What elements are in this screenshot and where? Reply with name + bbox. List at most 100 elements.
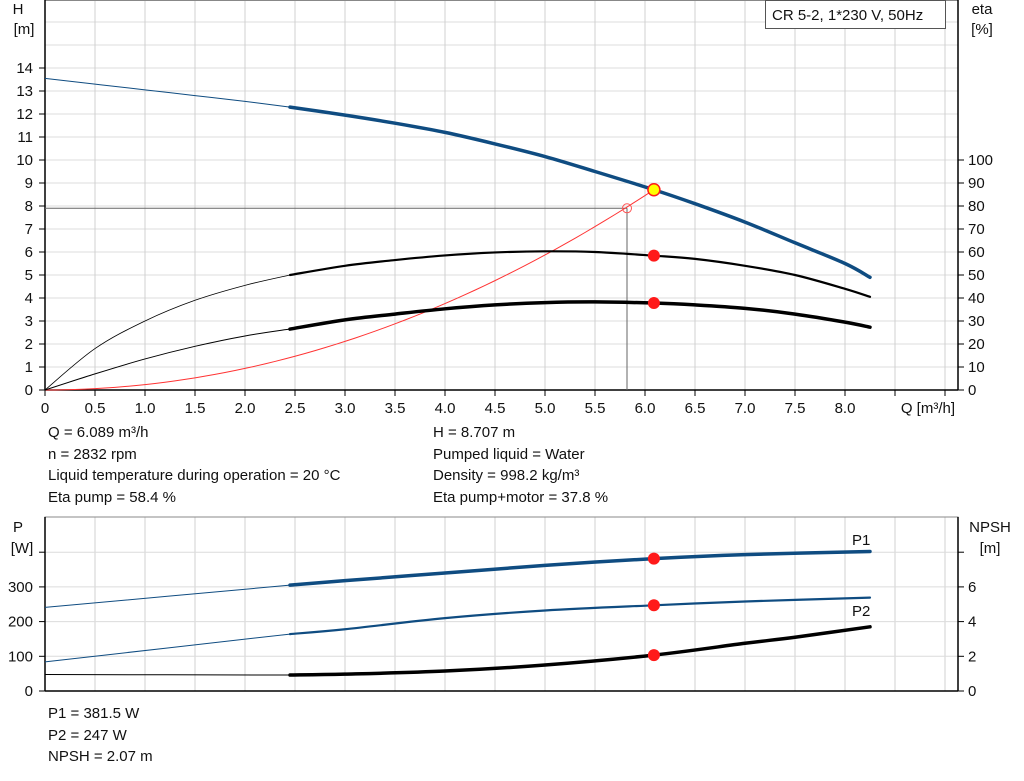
head-duty-point <box>647 182 661 197</box>
eta-tick-label: 40 <box>968 290 985 307</box>
q-tick-label: 1.0 <box>135 400 156 417</box>
q-tick-label: 7.5 <box>785 400 806 417</box>
info-speed: n = 2832 rpm <box>48 445 137 463</box>
info-top-left: Q = 6.089 m³/h n = 2832 rpm Liquid tempe… <box>48 422 340 508</box>
reference-point-marker <box>622 203 632 214</box>
bottom-plot-border <box>44 516 959 692</box>
h-tick-label: 1 <box>25 359 33 376</box>
info-npsh: NPSH = 2.07 m <box>48 748 153 765</box>
eta-tick-label: 70 <box>968 221 985 238</box>
h-tick-label: 4 <box>25 290 33 307</box>
h-tick-label: 7 <box>25 221 33 238</box>
q-axis-title: Q [m³/h] <box>901 400 955 417</box>
npsh-axis-unit: [m] <box>980 540 1001 557</box>
npsh-tick-label: 6 <box>968 579 976 596</box>
q-tick-label: 4.0 <box>435 400 456 417</box>
q-tick-label: 5.5 <box>585 400 606 417</box>
top-plot-border <box>44 0 959 391</box>
eta-tick-label: 100 <box>968 152 993 169</box>
info-density: Density = 998.2 kg/m³ <box>433 467 580 484</box>
p2-curve-thin-segment <box>44 633 291 663</box>
info-p1: P1 = 381.5 W <box>48 705 140 722</box>
h-tick-label: 3 <box>25 313 33 330</box>
p-axis-unit: [W] <box>11 540 34 557</box>
p-tick-label: 300 <box>8 579 33 596</box>
info-bottom: P1 = 381.5 W P2 = 247 W NPSH = 2.07 m <box>48 703 153 768</box>
eta-tick-label: 80 <box>968 198 985 215</box>
eta-total-curve-thin-segment <box>44 328 291 391</box>
eta-pump-curve-thick-segment <box>288 250 872 298</box>
h-axis-unit: [m] <box>14 21 35 38</box>
h-tick-label: 6 <box>25 244 33 261</box>
info-p2: P2 = 247 W <box>48 726 127 744</box>
p1-curve-thick-segment <box>288 549 872 587</box>
h-tick-label: 14 <box>16 60 33 77</box>
eta-axis-unit: [%] <box>971 21 993 38</box>
p2-duty-point <box>647 599 660 612</box>
eta-axis-name: eta <box>972 1 994 18</box>
p-tick-label: 0 <box>25 683 33 700</box>
h-tick-label: 10 <box>16 152 33 169</box>
info-head: H = 8.707 m <box>433 424 516 441</box>
info-liquid: Pumped liquid = Water <box>433 445 585 463</box>
npsh-curve-thin-segment <box>44 674 291 676</box>
h-tick-label: 0 <box>25 382 33 399</box>
npsh-axis-name: NPSH <box>969 519 1011 536</box>
q-tick-label: 7.0 <box>735 400 756 417</box>
eta-tick-label: 0 <box>968 382 976 399</box>
q-tick-label: 1.5 <box>185 400 206 417</box>
head-curve-thick-segment <box>288 105 872 280</box>
system-curve <box>44 189 655 391</box>
h-tick-label: 13 <box>16 83 33 100</box>
p-tick-label: 100 <box>8 648 33 665</box>
eta-tick-label: 10 <box>968 359 985 376</box>
h-tick-label: 2 <box>25 336 33 353</box>
p2-curve-thick-segment <box>288 596 872 636</box>
q-tick-label: 5.0 <box>535 400 556 417</box>
q-tick-label: 3.0 <box>335 400 356 417</box>
p1-duty-point <box>647 552 660 565</box>
npsh-duty-point <box>647 649 660 662</box>
info-temperature: Liquid temperature during operation = 20… <box>48 467 341 484</box>
eta-tick-label: 60 <box>968 244 985 261</box>
npsh-curve-thick-segment <box>288 625 872 677</box>
eta-pump-curve-thin-segment <box>44 274 291 391</box>
q-tick-label: 0 <box>41 400 49 417</box>
eta-total-duty-point <box>647 297 660 310</box>
eta-pump-duty-point <box>647 249 660 262</box>
info-flow: Q = 6.089 m³/h <box>48 424 149 441</box>
eta-tick-label: 50 <box>968 267 985 284</box>
q-tick-label: 2.0 <box>235 400 256 417</box>
npsh-tick-label: 2 <box>968 648 976 665</box>
q-tick-label: 6.5 <box>685 400 706 417</box>
chart-title: CR 5-2, 1*230 V, 50Hz <box>772 7 923 24</box>
h-tick-label: 9 <box>25 175 33 192</box>
q-tick-label: 0.5 <box>85 400 106 417</box>
p1-curve-thin-segment <box>44 584 291 608</box>
p1-label: P1 <box>852 532 870 549</box>
info-eta-total: Eta pump+motor = 37.8 % <box>433 488 609 506</box>
npsh-tick-label: 0 <box>968 683 976 700</box>
h-tick-label: 11 <box>17 129 33 146</box>
h-tick-label: 5 <box>25 267 33 284</box>
p-tick-label: 200 <box>8 614 33 631</box>
q-tick-label: 4.5 <box>485 400 506 417</box>
head-curve-thin-segment <box>44 77 291 108</box>
eta-tick-label: 90 <box>968 175 985 192</box>
h-tick-label: 8 <box>25 198 33 215</box>
q-tick-label: 8.0 <box>835 400 856 417</box>
eta-tick-label: 20 <box>968 336 985 353</box>
title-box <box>765 0 946 29</box>
info-top-right: H = 8.707 m Pumped liquid = Water Densit… <box>433 422 608 508</box>
p2-label: P2 <box>852 603 870 620</box>
npsh-tick-label: 4 <box>968 614 976 631</box>
h-axis-name: H <box>13 1 24 18</box>
info-eta-pump: Eta pump = 58.4 % <box>48 488 176 506</box>
q-tick-label: 3.5 <box>385 400 406 417</box>
eta-total-curve-thick-segment <box>288 300 872 331</box>
q-tick-label: 6.0 <box>635 400 656 417</box>
eta-tick-label: 30 <box>968 313 985 330</box>
p-axis-name: P <box>13 519 23 536</box>
q-tick-label: 2.5 <box>285 400 306 417</box>
